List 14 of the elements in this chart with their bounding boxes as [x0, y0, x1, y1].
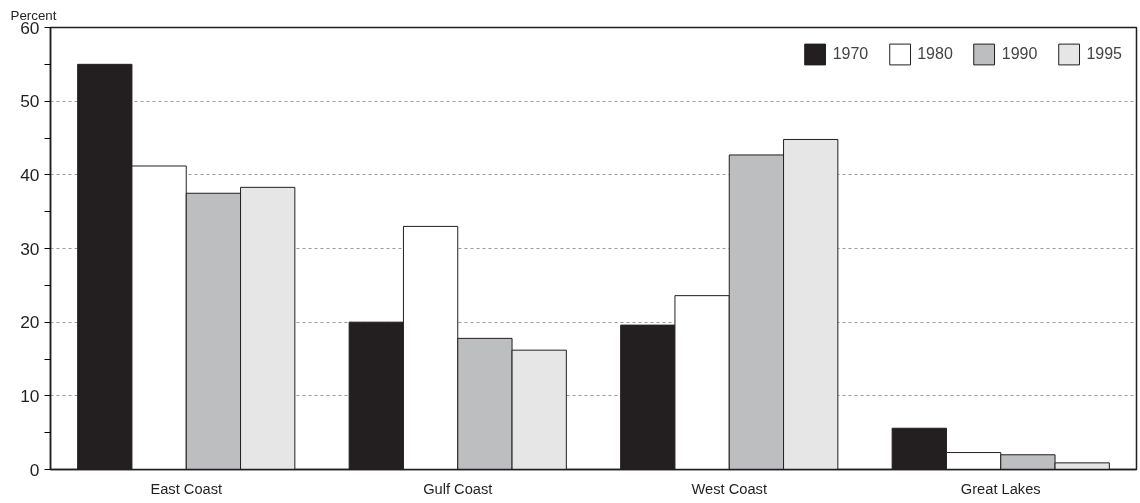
legend-label: 1980	[917, 45, 953, 63]
y-tick-label: 0	[29, 459, 40, 480]
legend-label: 1995	[1086, 45, 1122, 63]
x-tick-label: Gulf Coast	[423, 480, 493, 497]
x-tick-label: West Coast	[691, 480, 767, 497]
legend-label: 1970	[832, 45, 869, 63]
y-tick-label: 20	[20, 312, 40, 333]
x-tick-label: Great Lakes	[960, 480, 1041, 497]
legend-label: 1990	[1001, 45, 1038, 63]
x-tick-label: East Coast	[150, 480, 223, 497]
y-tick-label: 40	[20, 164, 40, 185]
y-tick-label: 10	[20, 385, 40, 406]
y-tick-label: 30	[20, 238, 40, 259]
y-tick-label: 50	[20, 91, 40, 112]
